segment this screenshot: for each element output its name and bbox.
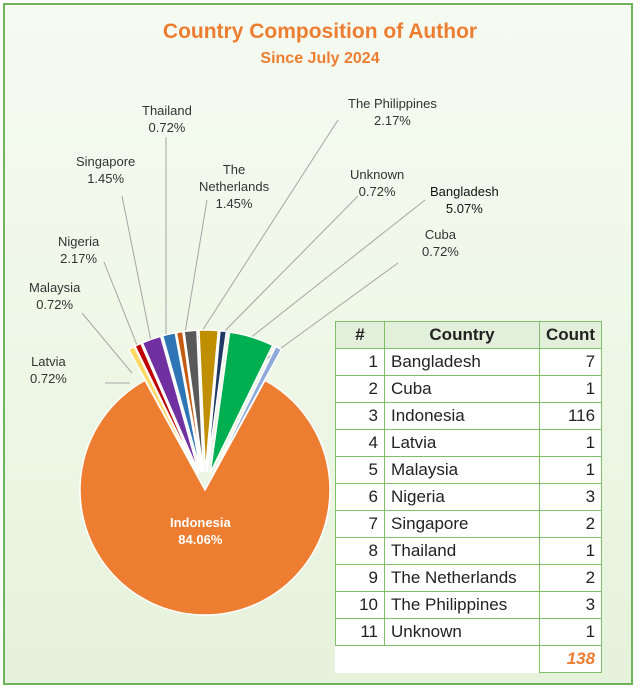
row-count: 116 <box>538 402 603 430</box>
pie-slice-malaysia <box>134 342 199 474</box>
row-count: 1 <box>538 618 603 646</box>
row-count: 1 <box>538 429 603 457</box>
leader-line <box>234 199 426 351</box>
row-country: Thailand <box>384 537 540 565</box>
label-nigeria: Nigeria 2.17% <box>58 234 100 266</box>
table-row: 11 Unknown 1 <box>335 618 603 646</box>
row-number: 6 <box>335 483 385 511</box>
label-cuba: Cuba 0.72% <box>422 227 459 259</box>
pie-slice-unknown <box>206 329 228 473</box>
row-count: 3 <box>538 483 603 511</box>
row-country: Unknown <box>384 618 540 646</box>
leader-lines <box>81 119 426 384</box>
leader-line <box>261 262 399 363</box>
label-malaysia: Malaysia 0.72% <box>29 280 81 312</box>
row-country: Latvia <box>384 429 540 457</box>
table-row: 7 Singapore 2 <box>335 510 603 538</box>
pie-slice-the-philippines <box>198 329 220 473</box>
leader-line <box>208 195 359 348</box>
row-number: 11 <box>335 618 385 646</box>
row-count: 7 <box>538 348 603 376</box>
table-total-row: 138 <box>336 645 603 673</box>
leader-line <box>81 312 133 374</box>
row-count: 1 <box>538 375 603 403</box>
blank-cell <box>385 646 540 673</box>
label-indonesia: Indonesia 84.06% <box>170 515 231 547</box>
pie-slices <box>79 329 331 616</box>
country-count-table: # Country Count 1 Bangladesh 7 2 Cuba 1 3 Indon… <box>335 321 603 673</box>
leader-line <box>103 261 138 346</box>
row-country: Bangladesh <box>384 348 540 376</box>
label-thailand: Thailand 0.72% <box>142 103 192 135</box>
label-the-netherlands: The Netherlands 1.45% <box>199 162 270 211</box>
row-count: 1 <box>538 456 603 484</box>
leader-line <box>182 199 208 346</box>
table-row: 6 Nigeria 3 <box>335 483 603 511</box>
row-number: 3 <box>335 402 385 430</box>
label-latvia: Latvia 0.72% <box>30 354 67 386</box>
row-count: 1 <box>538 537 603 565</box>
table-row: 4 Latvia 1 <box>335 429 603 457</box>
chart-title: Country Composition of Author <box>162 20 478 43</box>
table-header-row: # Country Count <box>335 321 603 349</box>
row-country: Indonesia <box>384 402 540 430</box>
row-number: 2 <box>335 375 385 403</box>
label-bangladesh: Bangladesh 5.07% <box>430 184 499 216</box>
pie-slice-thailand <box>175 330 203 473</box>
pie-slice-the-netherlands <box>183 329 205 473</box>
row-country: Malaysia <box>384 456 540 484</box>
pie-slice-singapore <box>161 331 202 473</box>
leader-line <box>121 195 152 342</box>
row-country: The Philippines <box>384 591 540 619</box>
row-country: The Netherlands <box>384 564 540 592</box>
row-number: 8 <box>335 537 385 565</box>
header-count: Count <box>538 321 603 349</box>
table-row: 2 Cuba 1 <box>335 375 603 403</box>
row-country: Nigeria <box>384 483 540 511</box>
chart-subtitle: Since July 2024 <box>260 50 380 67</box>
table-row: 1 Bangladesh 7 <box>335 348 603 376</box>
table-row: 9 The Netherlands 2 <box>335 564 603 592</box>
pie-slice-indonesia <box>79 379 331 616</box>
table-row: 3 Indonesia 116 <box>335 402 603 430</box>
table-row: 10 The Philippines 3 <box>335 591 603 619</box>
header-country: Country <box>384 321 540 349</box>
label-the-philippines: The Philippines 2.17% <box>348 96 437 128</box>
header-number: # <box>335 321 385 349</box>
row-country: Singapore <box>384 510 540 538</box>
label-unknown: Unknown 0.72% <box>350 167 405 199</box>
table-row: 8 Thailand 1 <box>335 537 603 565</box>
row-country: Cuba <box>384 375 540 403</box>
leader-line <box>192 119 339 346</box>
table-total: 138 <box>538 645 603 673</box>
row-number: 5 <box>335 456 385 484</box>
row-number: 1 <box>335 348 385 376</box>
table-row: 5 Malaysia 1 <box>335 456 603 484</box>
pie-slice-bangladesh <box>209 331 274 474</box>
row-number: 7 <box>335 510 385 538</box>
pie-slice-latvia <box>127 345 198 475</box>
label-singapore: Singapore 1.45% <box>76 154 136 186</box>
pie-slice-nigeria <box>141 335 200 474</box>
row-number: 4 <box>335 429 385 457</box>
row-count: 3 <box>538 591 603 619</box>
row-count: 2 <box>538 510 603 538</box>
row-count: 2 <box>538 564 603 592</box>
pie-slice-cuba <box>212 345 283 475</box>
blank-cell <box>336 646 385 673</box>
row-number: 10 <box>335 591 385 619</box>
row-number: 9 <box>335 564 385 592</box>
